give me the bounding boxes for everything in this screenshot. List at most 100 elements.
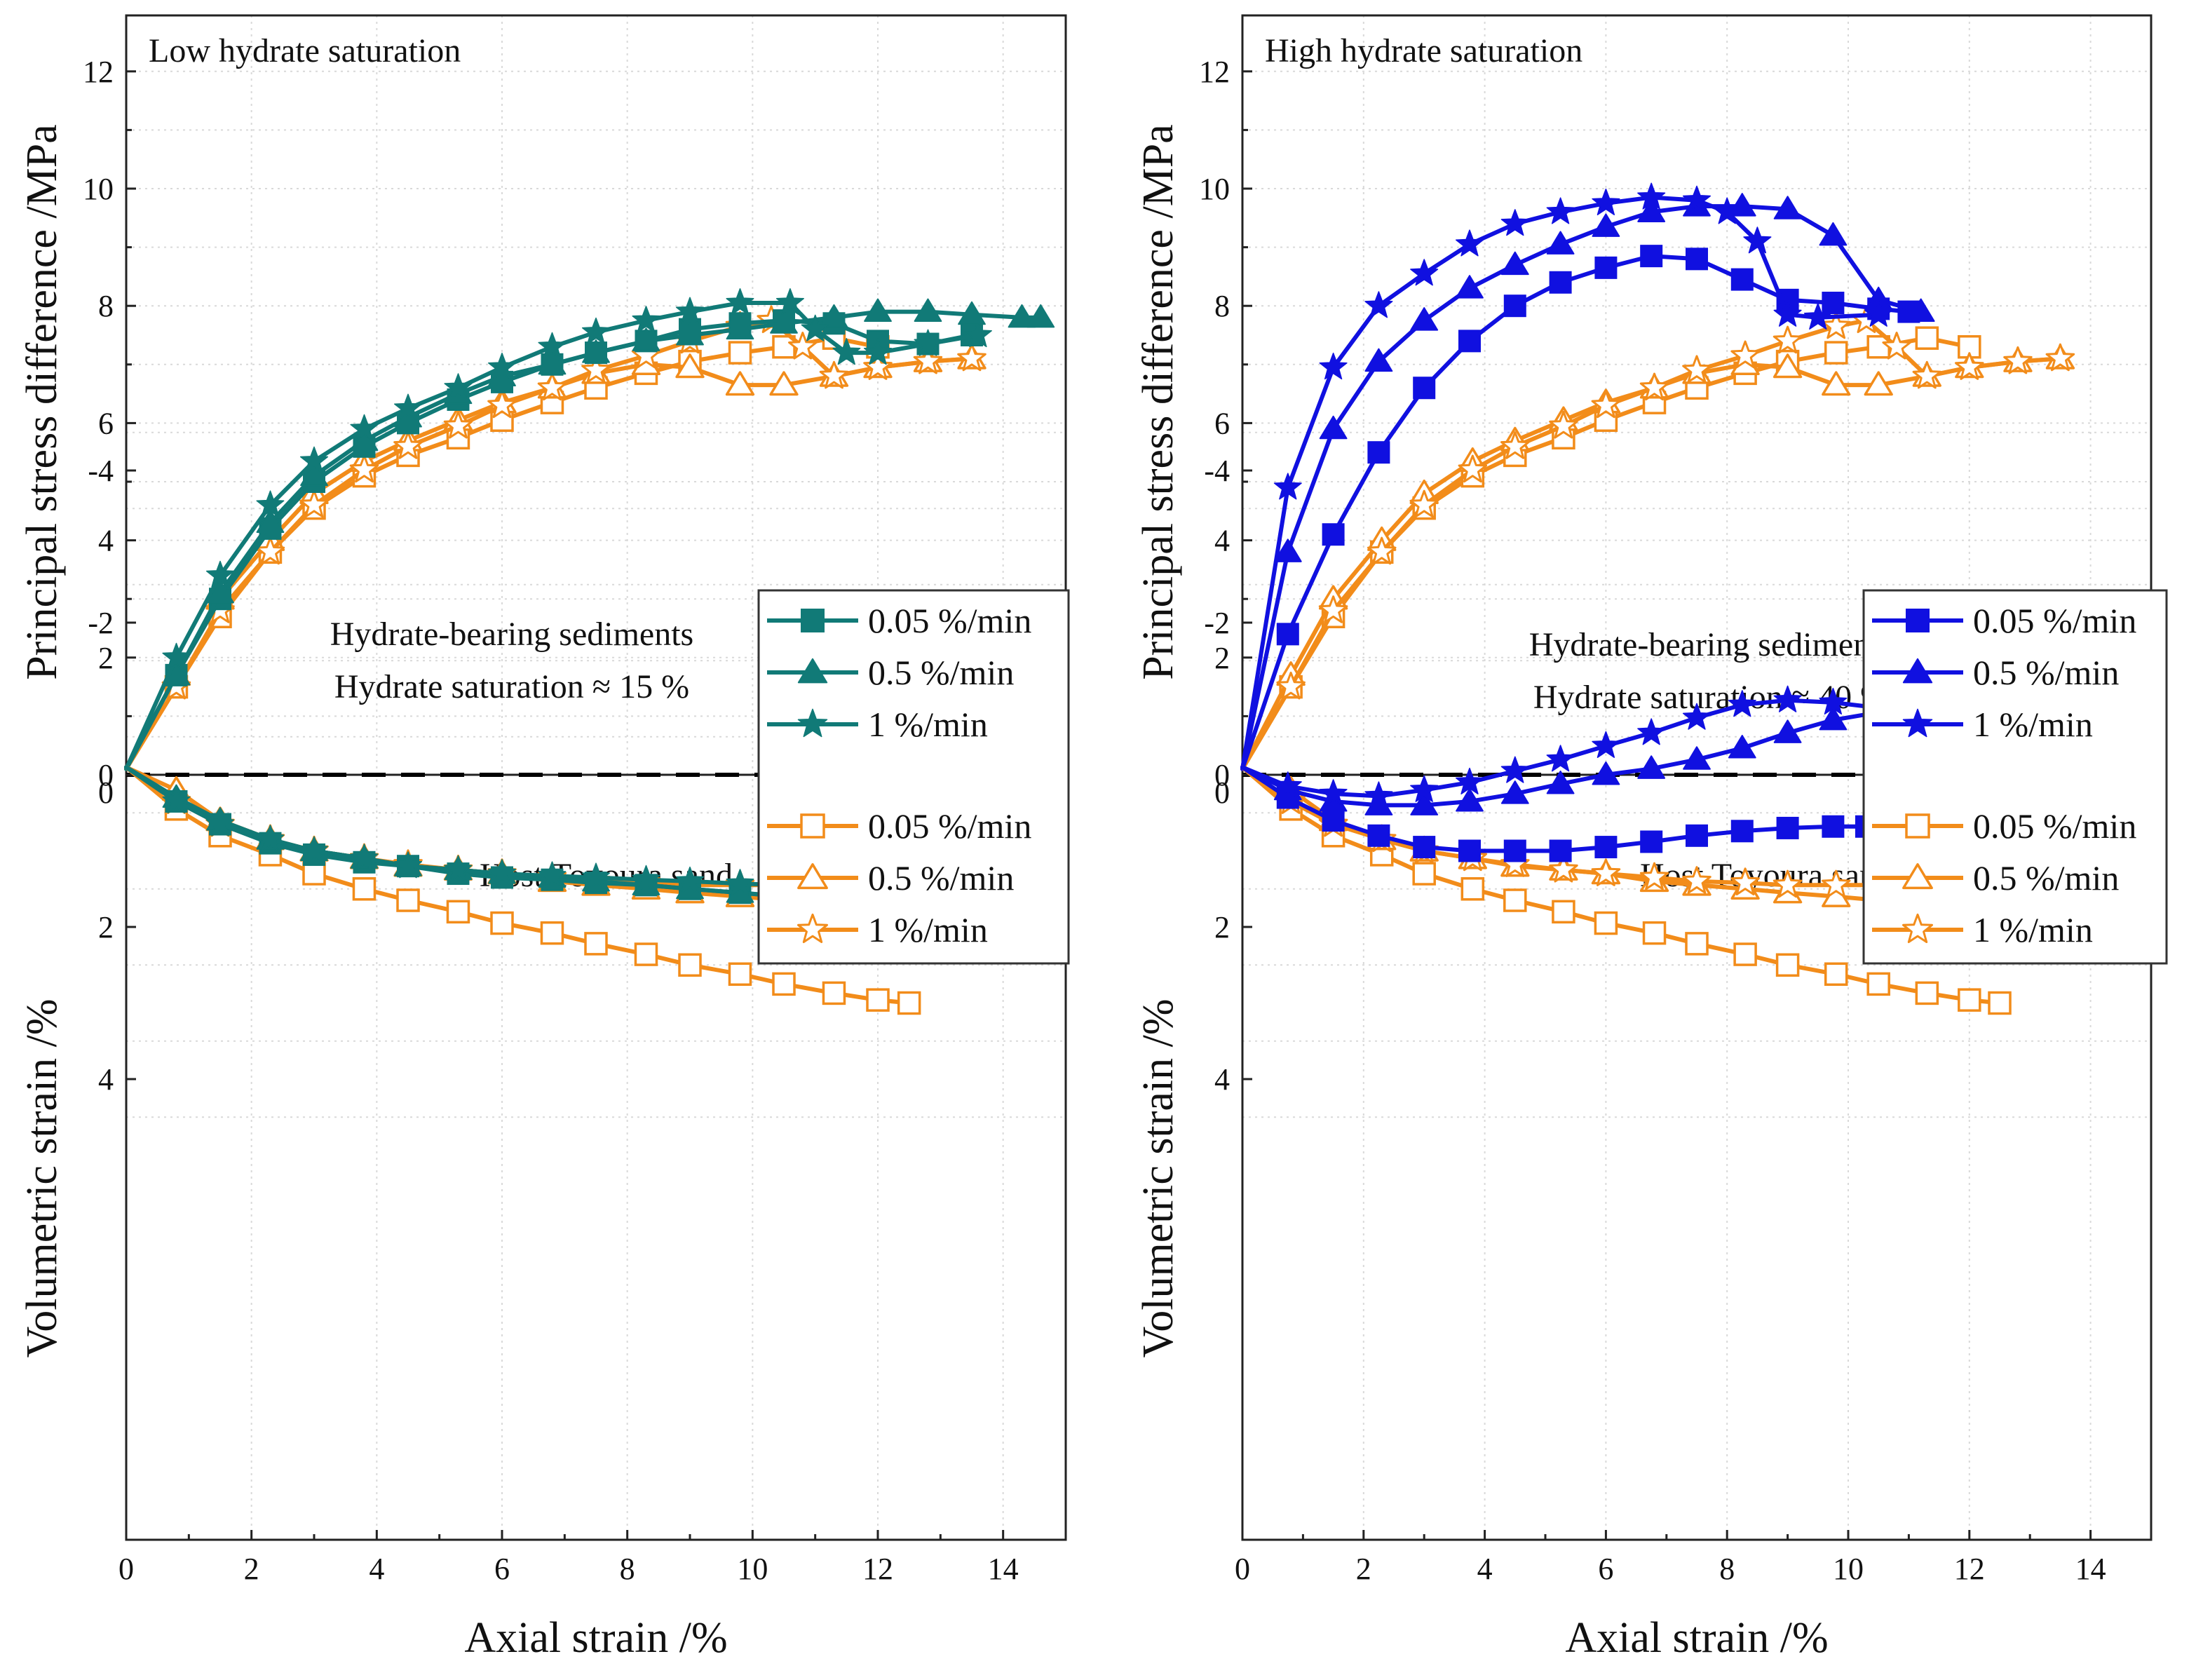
- data-point-volumetric-hydrate-1-min-5: [1455, 767, 1484, 794]
- data-point-volumetric-hydrate-0-5-min-11: [1728, 735, 1756, 759]
- legend-marker-square: [801, 609, 825, 632]
- data-point-volumetric-sand-0-05-min-5: [352, 877, 377, 901]
- data-point-volumetric-hydrate-0-5-min-5: [1456, 787, 1484, 812]
- series-line-stress-hydrate-1-min: [1240, 195, 1881, 771]
- annotation-hydrate-sediments-right: Hydrate-bearing sediments: [1529, 626, 1892, 663]
- data-point-volumetric-sand-0-05-min-16: [866, 988, 890, 1012]
- data-point-volumetric-sand-0-05-min-6: [1503, 888, 1527, 912]
- data-point-volumetric-hydrate-0-5-min-12: [1773, 719, 1802, 743]
- x-tick-label-12: 12: [1954, 1552, 1985, 1586]
- x-tick-label-2: 2: [1356, 1552, 1371, 1586]
- data-point-stress-hydrate-1-min-19: [963, 320, 992, 348]
- data-point-volumetric-sand-0-05-min-16: [1958, 988, 1981, 1012]
- data-point-volumetric-hydrate-1-min-12: [1773, 685, 1802, 712]
- legend-item-sand-2: 1 %/min: [767, 910, 988, 949]
- x-tick-label-4: 4: [1477, 1552, 1493, 1586]
- data-point-volumetric-hydrate-0-05-min-7: [1549, 839, 1572, 862]
- x-tick-label-6: 6: [494, 1552, 510, 1586]
- data-point-volumetric-sand-0-05-min-17: [897, 991, 921, 1015]
- data-point-volumetric-hydrate-1-min-9: [1637, 718, 1666, 745]
- legend-label: 1 %/min: [1973, 910, 2093, 949]
- data-point-volumetric-hydrate-1-min-8: [487, 859, 517, 886]
- annotation-hydrate-saturation-left: Hydrate saturation ≈ 15 %: [334, 668, 689, 705]
- legend-item-sand-1: 0.5 %/min: [1872, 858, 2119, 897]
- data-point-stress-hydrate-0-5-min-8: [1592, 213, 1620, 237]
- data-point-volumetric-hydrate-1-min-3: [1364, 781, 1393, 808]
- stress-tick-label-4: 4: [98, 524, 114, 558]
- data-point-stress-sand-1-min-15: [788, 332, 818, 360]
- data-point-stress-sand-1-min-8: [487, 390, 517, 419]
- data-point-stress-sand-1-min-18: [913, 346, 943, 374]
- data-point-volumetric-sand-0-05-min-14: [772, 972, 796, 996]
- x-tick-label-0: 0: [118, 1552, 134, 1586]
- data-point-volumetric-hydrate-0-05-min-13: [1822, 815, 1845, 838]
- y-axis-title-volumetric-left: Volumetric strain /%: [18, 999, 66, 1358]
- stress-tick-label-0: 0: [1214, 758, 1230, 792]
- data-point-stress-sand-1-min-11: [1730, 340, 1760, 369]
- data-point-volumetric-hydrate-0-5-min-4: [1410, 792, 1439, 815]
- data-point-stress-hydrate-0-5-min-12: [1773, 196, 1802, 219]
- data-point-volumetric-sand-0-05-min-8: [1594, 911, 1618, 935]
- data-point-volumetric-hydrate-0-5-min-13: [1819, 706, 1848, 731]
- legend-label: 0.05 %/min: [868, 601, 1031, 640]
- panel-title-right: High hydrate saturation: [1265, 32, 1582, 69]
- vol-tick-label-0: 0: [98, 775, 114, 810]
- data-point-stress-sand-1-min-5: [349, 454, 379, 483]
- data-point-stress-hydrate-1-min-9: [538, 332, 567, 359]
- data-point-stress-hydrate-1-min-18: [914, 329, 942, 356]
- data-point-stress-sand-1-min-13: [1822, 311, 1851, 339]
- series-line-stress-hydrate-0-05-min: [1240, 254, 1911, 771]
- legend-marker-triangle: [797, 658, 828, 684]
- data-point-volumetric-hydrate-0-05-min-3: [1367, 824, 1390, 847]
- data-point-volumetric-sand-0-05-min-6: [396, 888, 420, 912]
- data-point-stress-sand-0-05-min-15: [1915, 326, 1939, 350]
- stress-tick-label-8: 8: [1214, 289, 1230, 323]
- data-point-volumetric-sand-0-05-min-10: [1685, 932, 1709, 956]
- vol-tick-label-neg2: -2: [1204, 606, 1230, 640]
- data-point-volumetric-sand-0-05-min-13: [728, 962, 752, 987]
- data-point-stress-sand-1-min-8: [1591, 390, 1621, 419]
- data-point-stress-hydrate-0-5-min-4: [1410, 307, 1439, 331]
- data-point-volumetric-sand-0-05-min-17: [1988, 991, 2012, 1015]
- legend-label: 0.5 %/min: [868, 653, 1014, 692]
- data-point-stress-hydrate-0-5-min-20: [1026, 304, 1055, 328]
- x-tick-label-6: 6: [1598, 1552, 1613, 1586]
- data-point-stress-sand-1-min-6: [393, 431, 423, 459]
- x-axis-title-right: Axial strain /%: [1565, 1614, 1828, 1662]
- data-point-stress-hydrate-0-5-min-16: [864, 298, 892, 323]
- data-point-volumetric-hydrate-1-min-8: [1592, 731, 1620, 758]
- data-point-stress-hydrate-0-05-min-3: [1367, 441, 1390, 464]
- stress-tick-label-2: 2: [1214, 641, 1230, 675]
- data-point-stress-hydrate-0-5-min-3: [1364, 348, 1393, 372]
- data-point-stress-hydrate-1-min-8: [487, 352, 517, 380]
- data-point-stress-hydrate-0-05-min-9: [1640, 245, 1663, 268]
- data-point-stress-hydrate-0-5-min-10: [582, 339, 610, 363]
- data-point-stress-hydrate-1-min-13: [726, 288, 754, 316]
- data-point-stress-hydrate-0-5-min-14: [770, 310, 798, 334]
- data-point-stress-hydrate-0-5-min-5: [1456, 275, 1484, 299]
- data-point-stress-sand-1-min-16: [819, 360, 849, 389]
- data-point-volumetric-hydrate-0-5-min-6: [1500, 780, 1529, 804]
- legend-marker-star: [1902, 708, 1933, 738]
- data-point-stress-hydrate-0-05-min-11: [1730, 268, 1754, 291]
- data-point-volumetric-hydrate-1-min-11: [632, 865, 660, 892]
- vol-tick-label-neg4: -4: [88, 454, 114, 488]
- legend-marker-star: [797, 913, 828, 943]
- data-point-stress-hydrate-1-min-4: [1410, 259, 1439, 286]
- data-point-stress-sand-0-5-min-14: [1864, 371, 1893, 396]
- series-volumetric-hydrate-0-5-min-right: [1240, 699, 1935, 815]
- data-point-stress-hydrate-0-5-min-7: [1546, 231, 1575, 255]
- data-point-stress-hydrate-1-min-5: [1455, 229, 1484, 257]
- data-point-stress-sand-1-min-4: [299, 489, 329, 518]
- data-point-stress-hydrate-0-5-min-9: [538, 351, 567, 375]
- data-point-volumetric-sand-0-05-min-11: [1733, 942, 1757, 966]
- data-point-volumetric-hydrate-0-05-min-10: [1686, 824, 1708, 847]
- data-point-stress-hydrate-0-05-min-10: [1686, 248, 1708, 271]
- data-point-volumetric-hydrate-0-05-min-12: [1776, 816, 1799, 839]
- series-line-stress-hydrate-0-5-min: [1240, 204, 1923, 771]
- data-point-volumetric-hydrate-1-min-1: [162, 786, 191, 814]
- data-point-stress-hydrate-0-05-min-1: [1276, 623, 1299, 646]
- y-axis-title-volumetric-right: Volumetric strain /%: [1134, 999, 1182, 1358]
- stress-tick-label-6: 6: [98, 406, 114, 440]
- legend-label: 1 %/min: [1973, 705, 2093, 744]
